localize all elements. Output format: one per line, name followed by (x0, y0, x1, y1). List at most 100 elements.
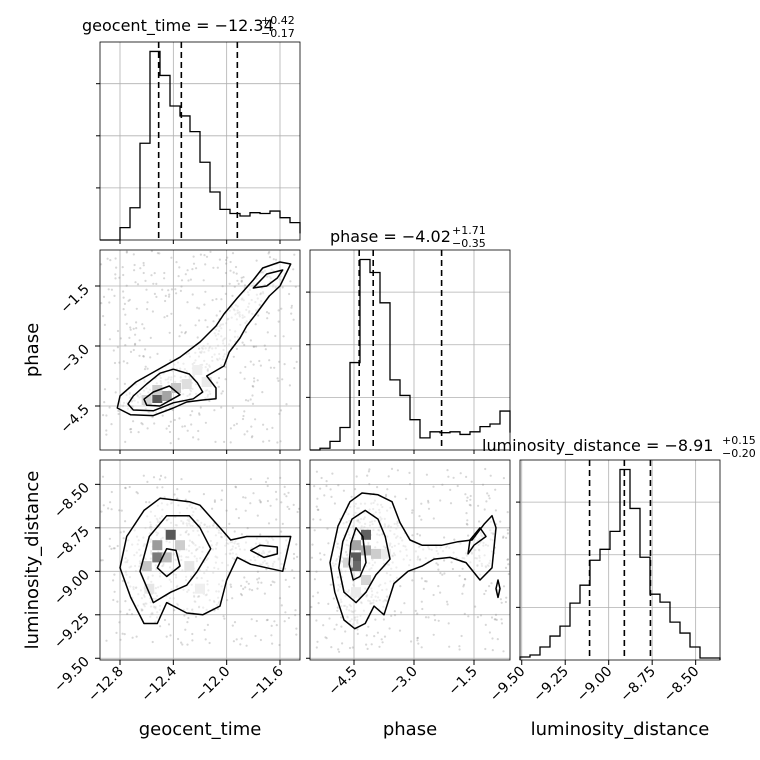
scatter-point (128, 391, 131, 394)
scatter-point (274, 258, 278, 261)
scatter-point (342, 522, 345, 525)
y-tick-label: −9.00 (51, 567, 93, 609)
scatter-point (268, 439, 271, 442)
scatter-point (391, 554, 394, 557)
scatter-point (229, 583, 232, 586)
scatter-point (229, 541, 232, 544)
density-cell (184, 561, 195, 572)
scatter-point (275, 624, 278, 627)
scatter-point (238, 548, 242, 551)
scatter-point (129, 326, 132, 329)
scatter-point (351, 623, 354, 626)
scatter-point (491, 539, 494, 542)
scatter-point (171, 568, 174, 571)
scatter-point (267, 312, 270, 315)
scatter-point (160, 515, 163, 518)
scatter-point (198, 347, 201, 350)
scatter-point (112, 579, 115, 582)
scatter-point (386, 595, 389, 598)
scatter-point (167, 381, 170, 384)
scatter-point (155, 517, 158, 520)
scatter-point (204, 594, 207, 597)
scatter-point (172, 552, 175, 555)
scatter-point (120, 509, 123, 512)
scatter-point (232, 640, 235, 643)
scatter-point (124, 570, 128, 573)
scatter-point (144, 279, 147, 282)
scatter-point (235, 508, 238, 511)
scatter-point (263, 269, 266, 272)
scatter-point (378, 508, 381, 511)
scatter-point (386, 563, 389, 566)
scatter-point (216, 359, 219, 362)
scatter-point (279, 440, 282, 443)
scatter-point (154, 411, 157, 414)
scatter-point (388, 563, 391, 567)
scatter-point (437, 552, 440, 555)
scatter-point (241, 314, 244, 317)
scatter-point (211, 359, 214, 362)
scatter-point (370, 595, 373, 599)
scatter-point (253, 345, 256, 348)
scatter-point (385, 572, 388, 575)
scatter-point (446, 469, 449, 472)
scatter-point (230, 306, 233, 309)
scatter-point (484, 467, 487, 471)
scatter-point (148, 411, 151, 414)
scatter-point (418, 515, 421, 518)
scatter-point (226, 318, 229, 321)
title-phase-sub: −0.35 (452, 237, 486, 250)
scatter-point (210, 544, 213, 547)
scatter-point (489, 529, 492, 532)
scatter-point (243, 576, 246, 579)
scatter-point (161, 508, 164, 511)
scatter-point (123, 382, 126, 385)
scatter-point (134, 564, 137, 568)
x-tick-label: −8.75 (617, 664, 659, 706)
scatter-point (247, 399, 250, 402)
scatter-point (100, 302, 103, 305)
scatter-point (152, 597, 155, 600)
quantile-lines (588, 460, 652, 660)
scatter-point (393, 522, 396, 526)
scatter-point (221, 489, 224, 492)
scatter-point (150, 612, 153, 615)
scatter-point (327, 602, 330, 606)
scatter-point (167, 295, 171, 298)
scatter-point (354, 502, 357, 505)
scatter-point (478, 549, 481, 552)
scatter-point (206, 369, 209, 372)
scatter-point (156, 594, 159, 598)
scatter-point (352, 527, 356, 531)
scatter-point (126, 561, 129, 564)
scatter-point (112, 349, 115, 352)
scatter-point (441, 483, 444, 486)
scatter-point (128, 336, 131, 339)
scatter-point (201, 346, 204, 349)
density-cell (175, 540, 185, 551)
scatter-point (470, 551, 473, 554)
scatter-point (275, 498, 278, 501)
scatter-point (220, 585, 223, 588)
scatter-point (114, 277, 117, 280)
scatter-point (280, 562, 283, 566)
scatter-point (108, 545, 111, 548)
scatter-point (337, 484, 340, 487)
scatter-point (372, 601, 375, 604)
scatter-point (234, 486, 238, 489)
scatter-point (136, 543, 139, 546)
scatter-point (469, 504, 472, 507)
scatter-point (324, 636, 327, 639)
scatter-point (345, 543, 348, 547)
scatter-point (196, 306, 199, 309)
scatter-point (214, 534, 217, 537)
scatter-point (473, 538, 476, 541)
scatter-point (445, 546, 448, 549)
ylabel-phase: phase (22, 323, 43, 377)
scatter-point (128, 392, 131, 395)
scatter-point (492, 532, 495, 535)
scatter-point (154, 564, 157, 567)
scatter-point (213, 353, 216, 356)
contour-level-3 (249, 544, 279, 559)
